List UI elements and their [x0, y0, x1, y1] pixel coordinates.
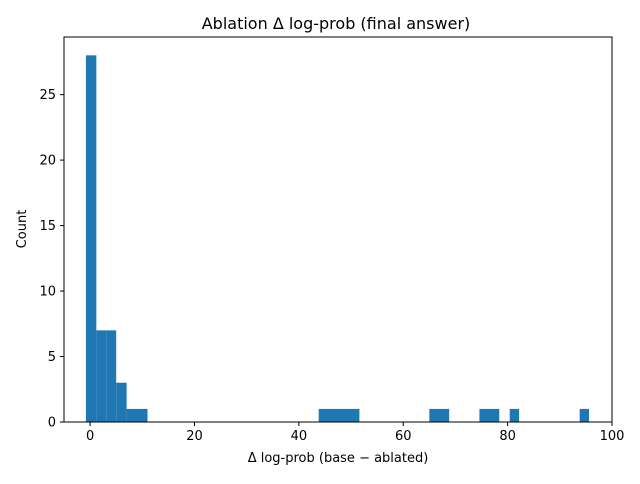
histogram-bar-9: [579, 408, 590, 422]
y-tick-label: 15: [39, 219, 56, 234]
y-tick-label: 25: [39, 88, 56, 103]
histogram-bar-5: [318, 408, 360, 422]
y-tick-label: 5: [48, 350, 56, 365]
histogram-bar-6: [429, 408, 450, 422]
y-tick-label: 0: [48, 416, 56, 431]
x-axis-ticks: 0 20 40 60 80 100: [86, 422, 624, 444]
y-tick-label: 20: [39, 154, 56, 169]
bars-group: [85, 55, 590, 422]
x-tick-label: 60: [395, 429, 412, 444]
histogram-bar-7: [479, 408, 500, 422]
x-tick-label: 40: [291, 429, 308, 444]
x-tick-label: 100: [600, 429, 625, 444]
histogram-bar-3: [116, 382, 127, 422]
x-axis-label: Δ log-prob (base − ablated): [248, 451, 429, 466]
chart-title: Ablation Δ log-prob (final answer): [202, 14, 471, 33]
y-tick-label: 10: [39, 285, 56, 300]
plot-frame: [63, 36, 613, 423]
x-tick-label: 80: [499, 429, 516, 444]
histogram-bar-4: [126, 408, 148, 422]
histogram-bar-1: [96, 330, 107, 422]
histogram-bar-2: [106, 330, 117, 422]
y-axis-label: Count: [15, 210, 30, 249]
y-axis-ticks: 0 5 10 15 20 25: [39, 88, 64, 431]
x-tick-label: 20: [186, 429, 203, 444]
histogram-bar-8: [509, 408, 520, 422]
x-tick-label: 0: [86, 429, 94, 444]
histogram-bar-0: [85, 55, 97, 422]
